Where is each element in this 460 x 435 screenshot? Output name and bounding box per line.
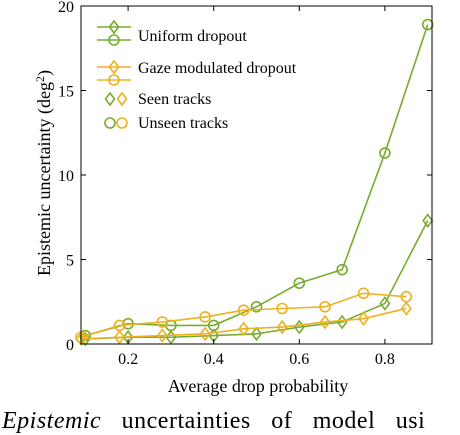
x-tick-label-1: 0.4 [204,351,224,368]
axes-frame [80,5,433,345]
data-point-uniform-circle-7 [379,147,391,159]
legend-item-2: Gaze modulated dropout [97,59,297,77]
data-point-gaze-circle-4 [237,304,250,317]
y-tick-label-4: 20 [58,0,74,16]
data-point-uniform-circle-5 [293,277,306,289]
data-point-uniform-circle-8 [421,18,434,31]
y-tick-label-3: 15 [58,84,74,101]
caption-italic: Epistemic [2,408,102,434]
y-axis-label-main: Epistemic uncertainty (deg [34,82,55,276]
legend-label-2: Gaze modulated dropout [138,60,297,77]
series-gaze-diamond [75,301,412,347]
data-point-gaze-circle-7 [357,287,370,300]
legend-label-4: Seen tracks [138,91,211,108]
series-line-gaze-diamond [80,307,407,340]
data-point-gaze-diamond-7 [358,311,370,326]
y-tick-label-2: 10 [58,168,74,185]
data-point-gaze-diamond-8 [400,301,412,316]
x-tick-label-2: 0.6 [289,351,309,368]
legend-marker-0 [108,19,120,35]
y-axis-label-close: ) [34,70,55,76]
y-tick-label-1: 5 [66,253,74,270]
data-point-gaze-diamond-5 [276,319,288,335]
legend-label-0: Uniform dropout [138,28,247,45]
series-line-gaze-circle [80,292,407,339]
data-point-gaze-circle-1 [113,319,126,332]
legend-item-1 [97,34,131,46]
legend-marker-b-5 [116,117,128,129]
data-point-uniform-circle-6 [336,263,348,276]
data-point-uniform-circle-4 [250,301,263,313]
legend-marker-1 [108,34,120,46]
legend-label-5: Unseen tracks [138,115,228,132]
data-point-uniform-diamond-4 [251,326,262,342]
line-chart: 0.2 0.4 0.6 0.8 0 5 10 15 20 Uniform dropout Gaze… [33,0,434,396]
data-point-gaze-circle-2 [156,316,169,328]
legend-item-3 [97,74,131,86]
x-axis-label: Average drop probability [168,376,349,396]
data-point-uniform-diamond-8 [422,213,434,228]
data-point-gaze-diamond-1 [114,329,126,345]
y-tick-label-0: 0 [66,337,74,354]
legend: Uniform dropout Gaze modulated dropout See… [97,19,297,132]
legend-marker-2 [108,59,120,75]
data-point-uniform-diamond-7 [379,296,391,311]
data-point-gaze-diamond-6 [319,314,331,330]
series-gaze-circle [75,287,413,344]
caption-text: uncertainties of model usi [101,408,426,434]
data-point-gaze-diamond-3 [199,326,211,342]
data-point-gaze-circle-5 [276,302,288,315]
x-tick-label-0: 0.2 [118,351,138,368]
figure-caption: Epistemic uncertainties of model usi [2,408,460,435]
legend-item-5: Unseen tracks [104,115,228,132]
y-axis-label: Epistemic uncertainty (deg2) [33,70,55,276]
plot-area [75,18,434,347]
legend-marker-a-4 [104,91,116,107]
legend-item-0: Uniform dropout [97,19,247,45]
legend-marker-b-4 [116,91,128,107]
x-tick-label-3: 0.8 [375,351,395,368]
legend-marker-a-5 [104,117,116,129]
data-point-gaze-circle-3 [199,311,211,323]
data-point-uniform-circle-3 [207,319,220,332]
legend-marker-3 [108,74,120,86]
data-point-gaze-diamond-2 [156,328,168,343]
y-axis-label-superscript: 2 [33,76,47,82]
axes: 0.2 0.4 0.6 0.8 0 5 10 15 20 [58,0,433,368]
legend-item-4: Seen tracks [104,91,211,108]
data-point-gaze-diamond-4 [238,321,250,337]
data-point-gaze-circle-6 [319,301,331,313]
series-line-uniform-diamond [85,220,429,340]
data-point-gaze-circle-8 [400,290,413,303]
